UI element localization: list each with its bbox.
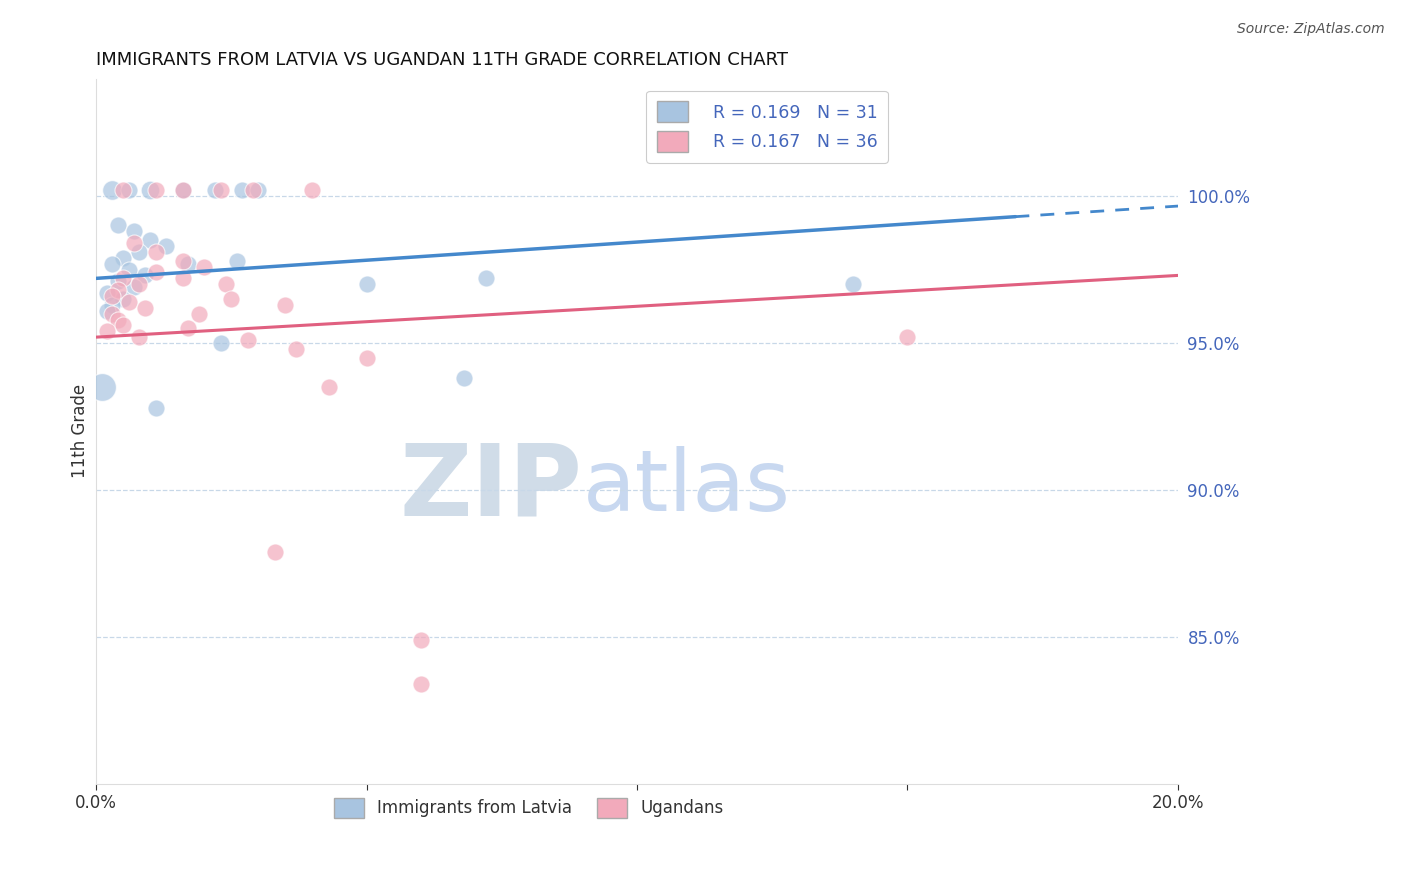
Point <box>145 183 167 197</box>
Text: Source: ZipAtlas.com: Source: ZipAtlas.com <box>1237 22 1385 37</box>
Point <box>112 292 135 306</box>
Point <box>896 330 918 344</box>
Point <box>112 271 135 285</box>
Point <box>172 183 194 197</box>
Point <box>187 307 209 321</box>
Point <box>236 333 259 347</box>
Legend: Immigrants from Latvia, Ugandans: Immigrants from Latvia, Ugandans <box>328 791 730 825</box>
Point <box>285 342 308 356</box>
Point <box>172 271 194 285</box>
Point <box>842 277 865 292</box>
Point <box>318 380 340 394</box>
Point <box>177 257 200 271</box>
Point <box>107 312 129 326</box>
Point <box>263 544 285 558</box>
Y-axis label: 11th Grade: 11th Grade <box>72 384 89 478</box>
Point <box>112 318 135 333</box>
Point <box>155 239 177 253</box>
Text: atlas: atlas <box>583 446 790 529</box>
Point <box>122 280 145 294</box>
Point <box>409 632 432 647</box>
Point <box>221 292 243 306</box>
Point <box>122 236 145 251</box>
Point <box>96 324 118 338</box>
Point <box>122 224 145 238</box>
Point <box>409 677 432 691</box>
Point <box>145 244 167 259</box>
Point <box>356 351 378 365</box>
Point <box>117 183 139 197</box>
Point <box>112 183 135 197</box>
Point <box>231 183 253 197</box>
Point <box>209 183 232 197</box>
Point <box>112 251 135 265</box>
Point <box>172 253 194 268</box>
Point <box>356 277 378 292</box>
Point <box>274 298 297 312</box>
Point <box>453 371 475 385</box>
Point <box>134 301 156 315</box>
Point <box>134 268 156 283</box>
Point <box>128 277 150 292</box>
Point <box>172 183 194 197</box>
Point <box>107 219 129 233</box>
Point <box>139 233 162 247</box>
Point <box>215 277 238 292</box>
Point <box>101 183 124 197</box>
Point <box>128 244 150 259</box>
Text: ZIP: ZIP <box>399 439 583 536</box>
Point <box>225 253 247 268</box>
Point <box>107 274 129 288</box>
Point <box>101 257 124 271</box>
Point <box>209 336 232 351</box>
Point <box>474 271 496 285</box>
Point <box>96 286 118 301</box>
Point <box>101 307 124 321</box>
Point <box>117 262 139 277</box>
Point <box>101 298 124 312</box>
Point <box>128 330 150 344</box>
Point <box>301 183 323 197</box>
Point <box>247 183 270 197</box>
Point <box>101 289 124 303</box>
Point <box>90 380 112 394</box>
Point <box>117 294 139 309</box>
Point <box>96 303 118 318</box>
Point <box>139 183 162 197</box>
Point <box>242 183 264 197</box>
Point <box>193 260 215 274</box>
Text: IMMIGRANTS FROM LATVIA VS UGANDAN 11TH GRADE CORRELATION CHART: IMMIGRANTS FROM LATVIA VS UGANDAN 11TH G… <box>96 51 789 69</box>
Point <box>145 401 167 415</box>
Point <box>177 321 200 335</box>
Point <box>107 283 129 297</box>
Point <box>204 183 226 197</box>
Point <box>145 265 167 279</box>
